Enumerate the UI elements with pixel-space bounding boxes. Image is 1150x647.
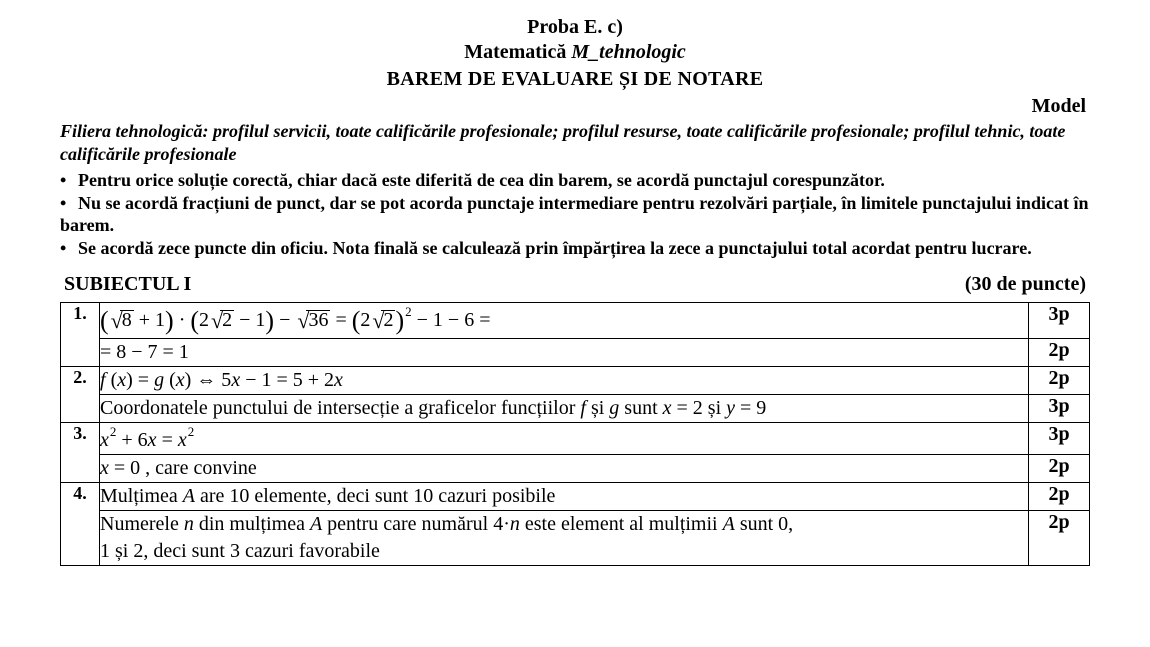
header-subject: Matematică M_tehnologic <box>60 41 1090 64</box>
row-number: 3. <box>61 423 100 483</box>
subject-header: SUBIECTUL I (30 de puncte) <box>60 273 1090 296</box>
solution-text: = 8 − 7 = 1 <box>100 339 1029 367</box>
subject-title: SUBIECTUL I <box>64 273 191 296</box>
text-fragment: din mulțimea <box>194 513 310 535</box>
rule-2-text: Nu se acordă fracțiuni de punct, dar se … <box>60 193 1088 236</box>
header-barem: BAREM DE EVALUARE ȘI DE NOTARE <box>60 68 1090 91</box>
row-points: 2p <box>1029 455 1090 483</box>
text-fragment: Coordonatele punctului de intersecție a … <box>100 397 580 419</box>
text-fragment: și <box>586 397 609 419</box>
solution-text: Numerele n din mulțimea A pentru care nu… <box>100 511 1029 566</box>
header-model: Model <box>60 95 1090 118</box>
header-subject-ital: M_tehnologic <box>571 41 685 63</box>
row-points: 2p <box>1029 339 1090 367</box>
table-row: 3. x2 + 6x = x2 3p <box>61 423 1090 455</box>
text-fragment: este element al mulțimii <box>520 513 723 535</box>
solution-text: f (x) = g (x) ⇔ 5x − 1 = 5 + 2x <box>100 367 1029 395</box>
table-row: Numerele n din mulțimea A pentru care nu… <box>61 511 1090 566</box>
table-row: 2. f (x) = g (x) ⇔ 5x − 1 = 5 + 2x 2p <box>61 367 1090 395</box>
row-points: 2p <box>1029 511 1090 566</box>
header-subject-plain: Matematică <box>464 41 571 63</box>
table-row: 4. Mulțimea A are 10 elemente, deci sunt… <box>61 483 1090 511</box>
table-row: Coordonatele punctului de intersecție a … <box>61 395 1090 423</box>
header-proba: Proba E. c) <box>60 16 1090 39</box>
subject-points: (30 de puncte) <box>965 273 1086 296</box>
row-points: 2p <box>1029 483 1090 511</box>
rule-2: •Nu se acordă fracțiuni de punct, dar se… <box>60 192 1090 237</box>
rule-1-text: Pentru orice soluție corectă, chiar dacă… <box>78 170 885 190</box>
row-points: 3p <box>1029 303 1090 339</box>
rule-1: •Pentru orice soluție corectă, chiar dac… <box>60 169 1090 192</box>
table-row: 1. (√8 + 1) · (2√2 − 1) − √36 = (2√2)2 −… <box>61 303 1090 339</box>
solution-text: Mulțimea A are 10 elemente, deci sunt 10… <box>100 483 1029 511</box>
row-number: 1. <box>61 303 100 367</box>
text-fragment: are 10 elemente, deci sunt 10 cazuri pos… <box>195 485 555 507</box>
text-fragment: sunt 0, <box>735 513 793 535</box>
text-fragment: sunt <box>619 397 662 419</box>
rule-3: •Se acordă zece puncte din oficiu. Nota … <box>60 237 1090 260</box>
math-expression: (√8 + 1) · (2√2 − 1) − √36 = (2√2)2 − 1 … <box>100 309 490 331</box>
filiera-text: Filiera tehnologică: profilul servicii, … <box>60 120 1090 165</box>
row-points: 3p <box>1029 423 1090 455</box>
text-fragment: și <box>703 397 726 419</box>
solutions-table: 1. (√8 + 1) · (2√2 − 1) − √36 = (2√2)2 −… <box>60 302 1090 566</box>
row-number: 4. <box>61 483 100 566</box>
table-row: = 8 − 7 = 1 2p <box>61 339 1090 367</box>
solution-text: Coordonatele punctului de intersecție a … <box>100 395 1029 423</box>
text-fragment: Numerele <box>100 513 184 535</box>
text-fragment: , care convine <box>140 457 257 479</box>
solution-text: x2 + 6x = x2 <box>100 423 1029 455</box>
table-row: x = 0 , care convine 2p <box>61 455 1090 483</box>
row-number: 2. <box>61 367 100 423</box>
solution-text: (√8 + 1) · (2√2 − 1) − √36 = (2√2)2 − 1 … <box>100 303 1029 339</box>
row-points: 2p <box>1029 367 1090 395</box>
row-points: 3p <box>1029 395 1090 423</box>
solution-text: x = 0 , care convine <box>100 455 1029 483</box>
rule-3-text: Se acordă zece puncte din oficiu. Nota f… <box>78 238 1032 258</box>
rules-block: •Pentru orice soluție corectă, chiar dac… <box>60 169 1090 259</box>
text-fragment: pentru care numărul 4· <box>322 513 510 535</box>
text-fragment: 1 și 2, deci sunt 3 cazuri favorabile <box>100 540 380 562</box>
text-fragment: Mulțimea <box>100 485 183 507</box>
